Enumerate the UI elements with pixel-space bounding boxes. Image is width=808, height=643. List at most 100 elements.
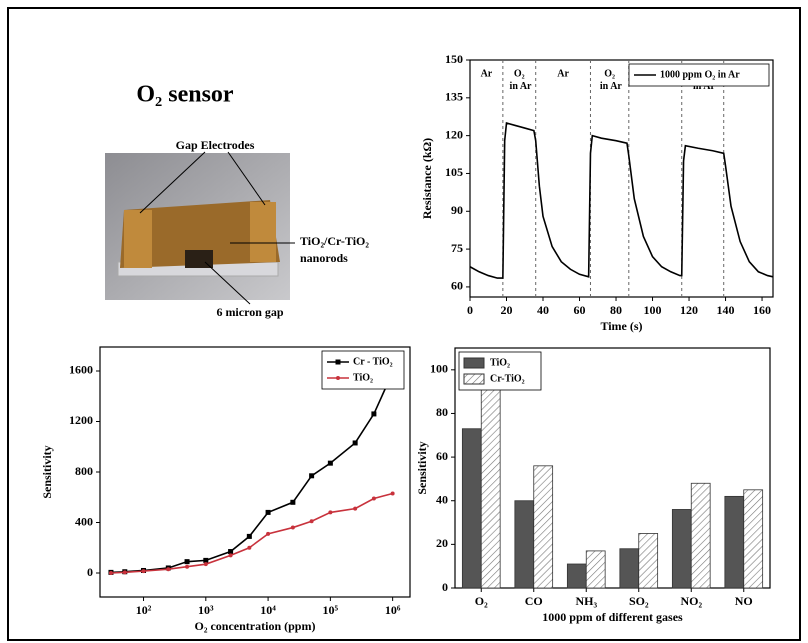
y-tick-label: 80 (436, 405, 448, 419)
point (185, 564, 190, 569)
photo-label: Gap Electrodes (176, 138, 255, 152)
x-tick-label: 120 (680, 303, 698, 317)
phase-label-line: in Ar (690, 81, 715, 92)
bar (638, 533, 659, 589)
phase-label-line: in Ar (507, 81, 532, 92)
point (327, 460, 333, 466)
series-line (110, 371, 394, 574)
phase-label: Ar (481, 68, 493, 79)
bar (671, 509, 692, 589)
x-tick-label: 10⁴ (260, 603, 276, 617)
photo-label: nanorods (300, 251, 348, 265)
x-axis-label: O₂ concentration (ppm) (195, 619, 316, 633)
phase-label: O₂ in Ar (507, 68, 532, 92)
y-tick-label: 20 (436, 536, 448, 550)
y-tick-label: 400 (75, 514, 93, 528)
bar (619, 548, 640, 589)
sensor-photo (105, 151, 295, 305)
y-axis-label: Sensitivity (415, 441, 429, 494)
legend-label: Cr-TiO₂ (490, 373, 525, 384)
point (265, 509, 271, 515)
plot-frame (469, 59, 774, 298)
legend-label: 1000 ppm O₂ in Ar (660, 69, 740, 80)
x-tick-label: 140 (717, 303, 735, 317)
x-tick-label: CO (525, 594, 543, 608)
y-tick-label: 120 (445, 127, 463, 141)
bar (690, 482, 711, 589)
y-tick-label: 1600 (69, 363, 93, 377)
legend-box (628, 63, 770, 87)
phase-label: O₂ in Ar (597, 68, 622, 92)
point (247, 545, 252, 550)
y-tick-label: 150 (445, 52, 463, 66)
x-tick-label: SO₂ (629, 594, 649, 608)
point (246, 533, 252, 539)
point (390, 491, 395, 496)
legend-label: TiO₂ (353, 372, 373, 383)
y-tick-label: 0 (442, 580, 448, 594)
x-tick-label: NO (735, 594, 753, 608)
legend-label: Cr - TiO₂ (353, 356, 393, 367)
photo-label: 6 micron gap (216, 305, 283, 319)
x-tick-label: 100 (644, 303, 662, 317)
x-tick-label: 20 (501, 303, 513, 317)
panel-title: O₂ sensor (136, 82, 234, 108)
legend-swatch (463, 373, 485, 385)
legend-label: TiO₂ (490, 357, 510, 368)
point (371, 496, 376, 501)
x-tick-label: 0 (467, 303, 473, 317)
point (108, 571, 113, 576)
x-tick-label: 60 (574, 303, 586, 317)
point (184, 559, 190, 565)
bar (533, 465, 554, 589)
x-tick-label: 10⁶ (385, 603, 401, 617)
plot-frame (454, 347, 771, 589)
bar (585, 550, 606, 589)
point (290, 525, 295, 530)
y-tick-label: 60 (436, 449, 448, 463)
x-tick-label: 40 (537, 303, 549, 317)
point (203, 562, 208, 567)
photo-label: TiO₂/Cr-TiO₂ (300, 234, 369, 248)
y-tick-label: 90 (451, 203, 463, 217)
legend-marker (335, 359, 341, 365)
bar (461, 428, 482, 589)
y-tick-label: 60 (451, 279, 463, 293)
point (228, 553, 233, 558)
x-tick-label: O₂ (475, 594, 488, 608)
point (371, 411, 377, 417)
y-tick-label: 40 (436, 492, 448, 506)
x-tick-label: 80 (610, 303, 622, 317)
bar (566, 563, 587, 589)
y-axis-label: Resistance (kΩ) (420, 138, 434, 219)
bar (724, 495, 745, 589)
legend-marker (336, 376, 340, 380)
y-tick-label: 100 (430, 362, 448, 376)
series-line (469, 122, 774, 279)
point (266, 531, 271, 536)
y-tick-label: 135 (445, 90, 463, 104)
y-tick-label: 0 (87, 565, 93, 579)
x-tick-label: NH₃ (575, 594, 597, 608)
point (328, 510, 333, 515)
point (141, 569, 146, 574)
x-tick-label: 10² (136, 603, 152, 617)
x-tick-label: 160 (753, 303, 771, 317)
bar (480, 373, 501, 589)
point (122, 570, 127, 575)
x-axis-label: Time (s) (600, 319, 642, 333)
point (290, 499, 296, 505)
point (353, 506, 358, 511)
point (352, 440, 358, 446)
y-tick-label: 75 (451, 241, 463, 255)
x-axis-label: 1000 ppm of different gases (542, 610, 683, 624)
y-tick-label: 105 (445, 165, 463, 179)
point (166, 567, 171, 572)
x-tick-label: NO₂ (680, 594, 702, 608)
y-tick-label: 1200 (69, 413, 93, 427)
x-tick-label: 10³ (198, 603, 214, 617)
bar (514, 500, 535, 589)
point (203, 557, 209, 563)
